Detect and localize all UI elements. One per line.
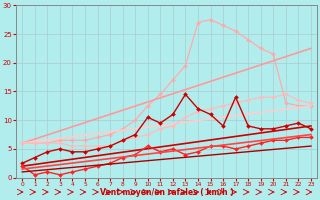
X-axis label: Vent moyen/en rafales ( km/h ): Vent moyen/en rafales ( km/h ) — [100, 188, 234, 197]
